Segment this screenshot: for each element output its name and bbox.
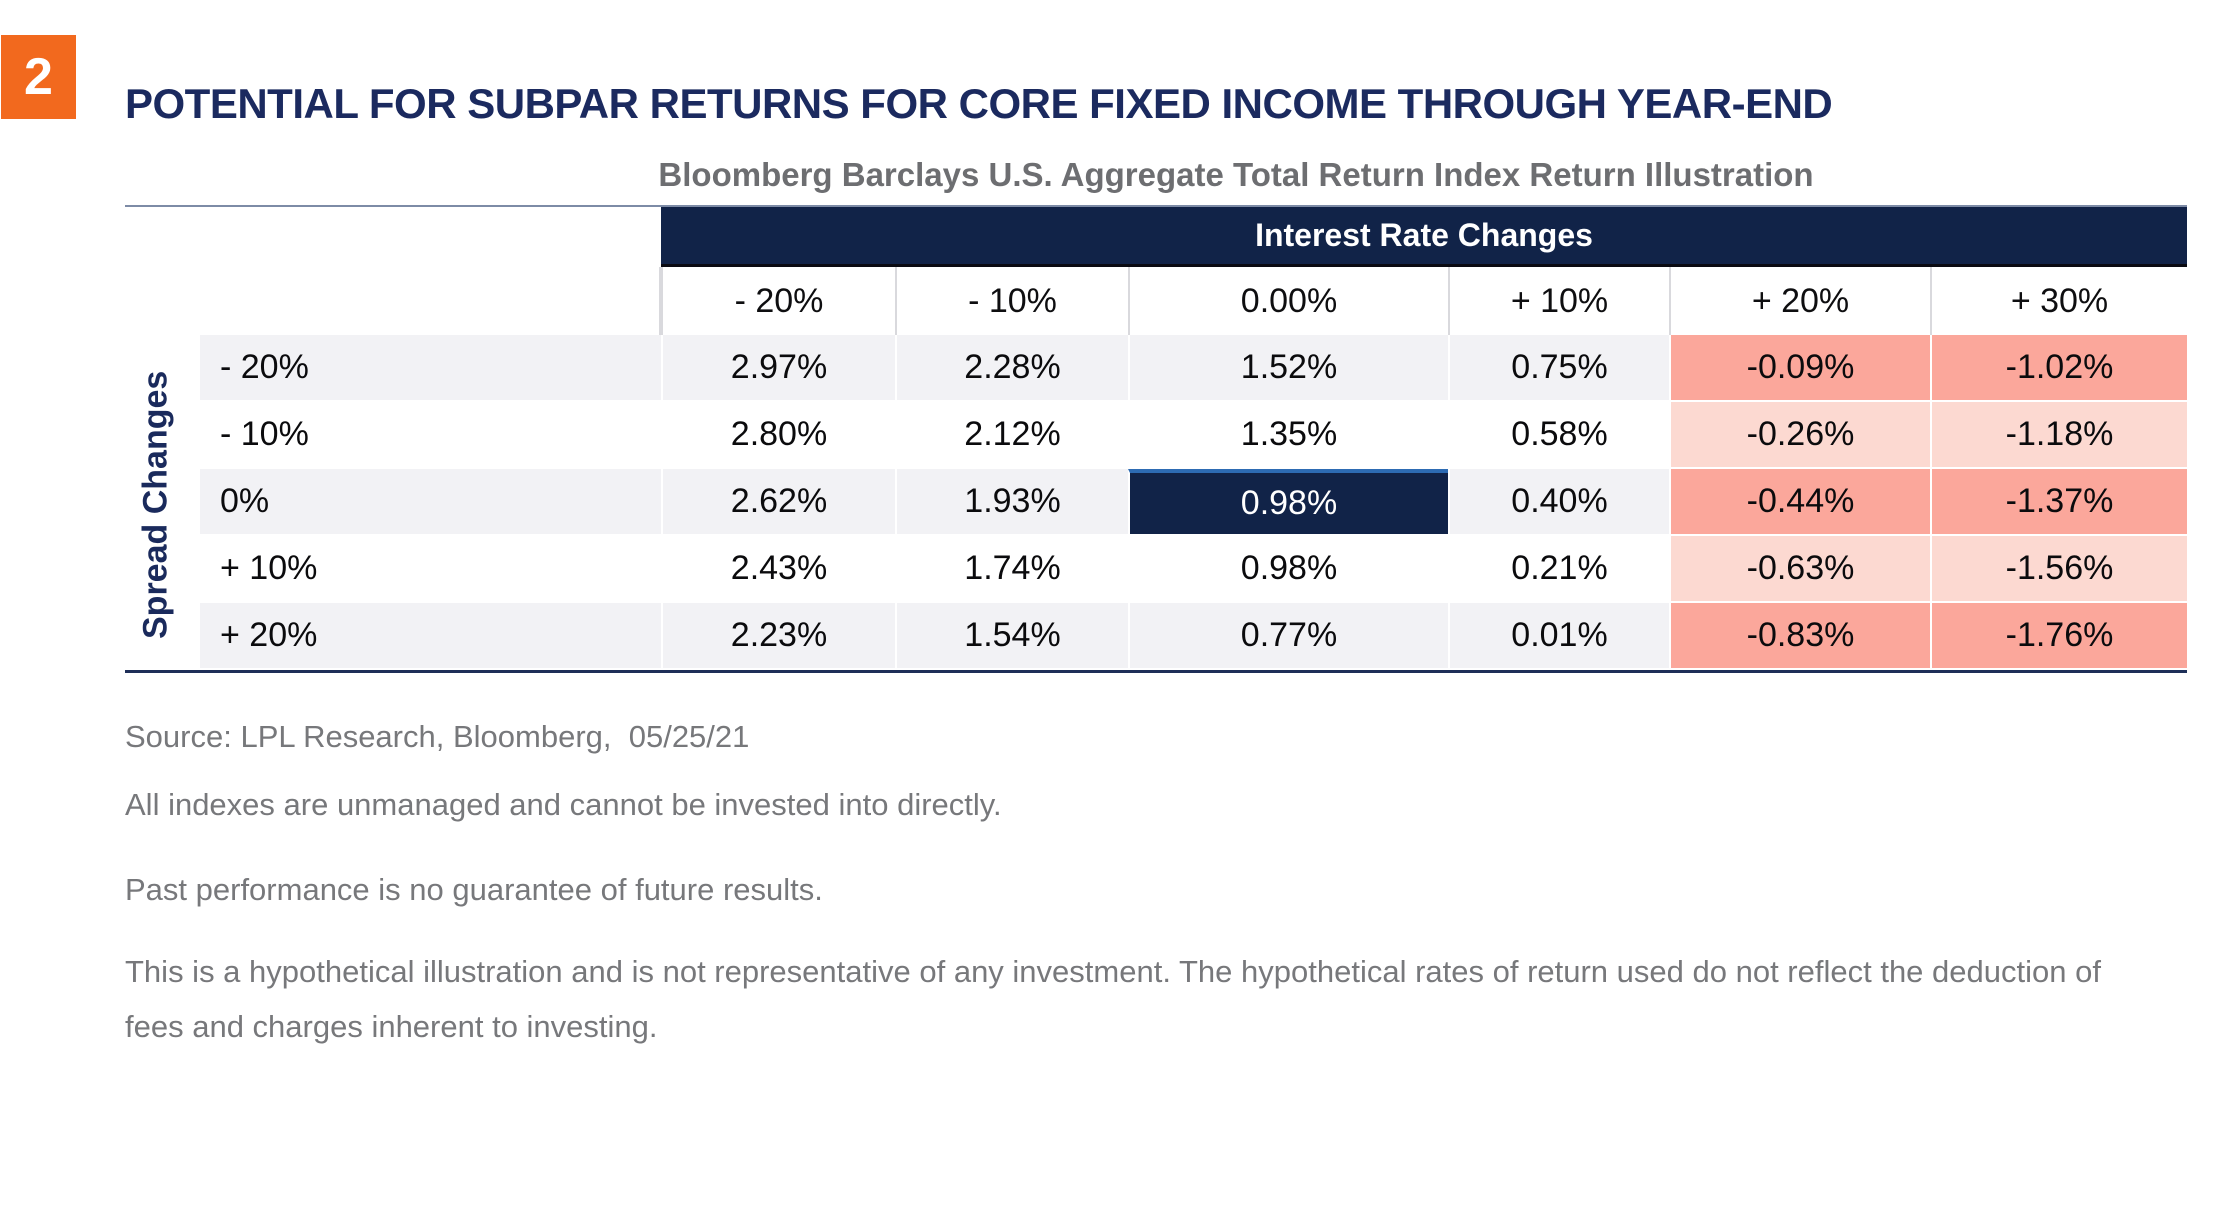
table-cell: -0.09% xyxy=(1669,335,1930,402)
disclaimer-line: This is a hypothetical illustration and … xyxy=(125,954,2101,1044)
return-illustration-table: Interest Rate Changes - 20% - 10% 0.00% + 1… xyxy=(125,205,2187,673)
table-cell: 0.98% xyxy=(1128,536,1448,603)
table-cell: 2.62% xyxy=(661,469,895,536)
table-cell: -1.37% xyxy=(1930,469,2187,536)
table-cell: 1.35% xyxy=(1128,402,1448,469)
spread-changes-label: Spread Changes xyxy=(136,370,175,639)
source-line: Source: LPL Research, Bloomberg, 05/25/2… xyxy=(125,719,750,754)
table-title: Bloomberg Barclays U.S. Aggregate Total … xyxy=(658,156,1814,193)
column-header: + 20% xyxy=(1669,267,1930,335)
table-cell: 1.74% xyxy=(895,536,1128,603)
figure-title: POTENTIAL FOR SUBPAR RETURNS FOR CORE FI… xyxy=(125,80,1833,128)
disclaimer-line: All indexes are unmanaged and cannot be … xyxy=(125,787,1002,822)
row-header: 0% xyxy=(125,469,661,536)
table-grid: Interest Rate Changes - 20% - 10% 0.00% + 1… xyxy=(125,207,2187,670)
column-header-spacer xyxy=(125,267,661,335)
table-cell: -0.83% xyxy=(1669,603,1930,670)
figure-number-badge: 2 xyxy=(1,35,76,119)
table-cell: 0.40% xyxy=(1448,469,1669,536)
table-cell: 1.54% xyxy=(895,603,1128,670)
table-cell: 2.23% xyxy=(661,603,895,670)
table-cell: 0.77% xyxy=(1128,603,1448,670)
row-header: - 20% xyxy=(125,335,661,402)
row-header: - 10% xyxy=(125,402,661,469)
table-cell: 2.97% xyxy=(661,335,895,402)
table-cell: 1.52% xyxy=(1128,335,1448,402)
table-cell: 2.80% xyxy=(661,402,895,469)
table-cell: 0.58% xyxy=(1448,402,1669,469)
table-cell: -0.63% xyxy=(1669,536,1930,603)
table-cell: 0.21% xyxy=(1448,536,1669,603)
column-header: - 20% xyxy=(661,267,895,335)
column-header: 0.00% xyxy=(1128,267,1448,335)
table-cell: -0.44% xyxy=(1669,469,1930,536)
interest-rate-changes-header: Interest Rate Changes xyxy=(661,207,2187,267)
column-header: + 30% xyxy=(1930,267,2187,335)
row-header: + 10% xyxy=(125,536,661,603)
disclaimer-line: Past performance is no guarantee of futu… xyxy=(125,872,823,907)
figure-number: 2 xyxy=(24,48,53,106)
table-cell: -1.76% xyxy=(1930,603,2187,670)
footer-notes: Source: LPL Research, Bloomberg, 05/25/2… xyxy=(125,709,2120,1054)
column-header: + 10% xyxy=(1448,267,1669,335)
table-cell: 2.43% xyxy=(661,536,895,603)
table-cell: -1.56% xyxy=(1930,536,2187,603)
highlighted-cell: 0.98% xyxy=(1128,469,1448,536)
table-cell: 2.28% xyxy=(895,335,1128,402)
table-cell: 1.93% xyxy=(895,469,1128,536)
table-cell: -0.26% xyxy=(1669,402,1930,469)
table-cell: 2.12% xyxy=(895,402,1128,469)
band-spacer xyxy=(125,207,661,267)
table-cell: -1.02% xyxy=(1930,335,2187,402)
table-cell: 0.01% xyxy=(1448,603,1669,670)
table-cell: -1.18% xyxy=(1930,402,2187,469)
row-header: + 20% xyxy=(125,603,661,670)
column-header: - 10% xyxy=(895,267,1128,335)
table-cell: 0.75% xyxy=(1448,335,1669,402)
